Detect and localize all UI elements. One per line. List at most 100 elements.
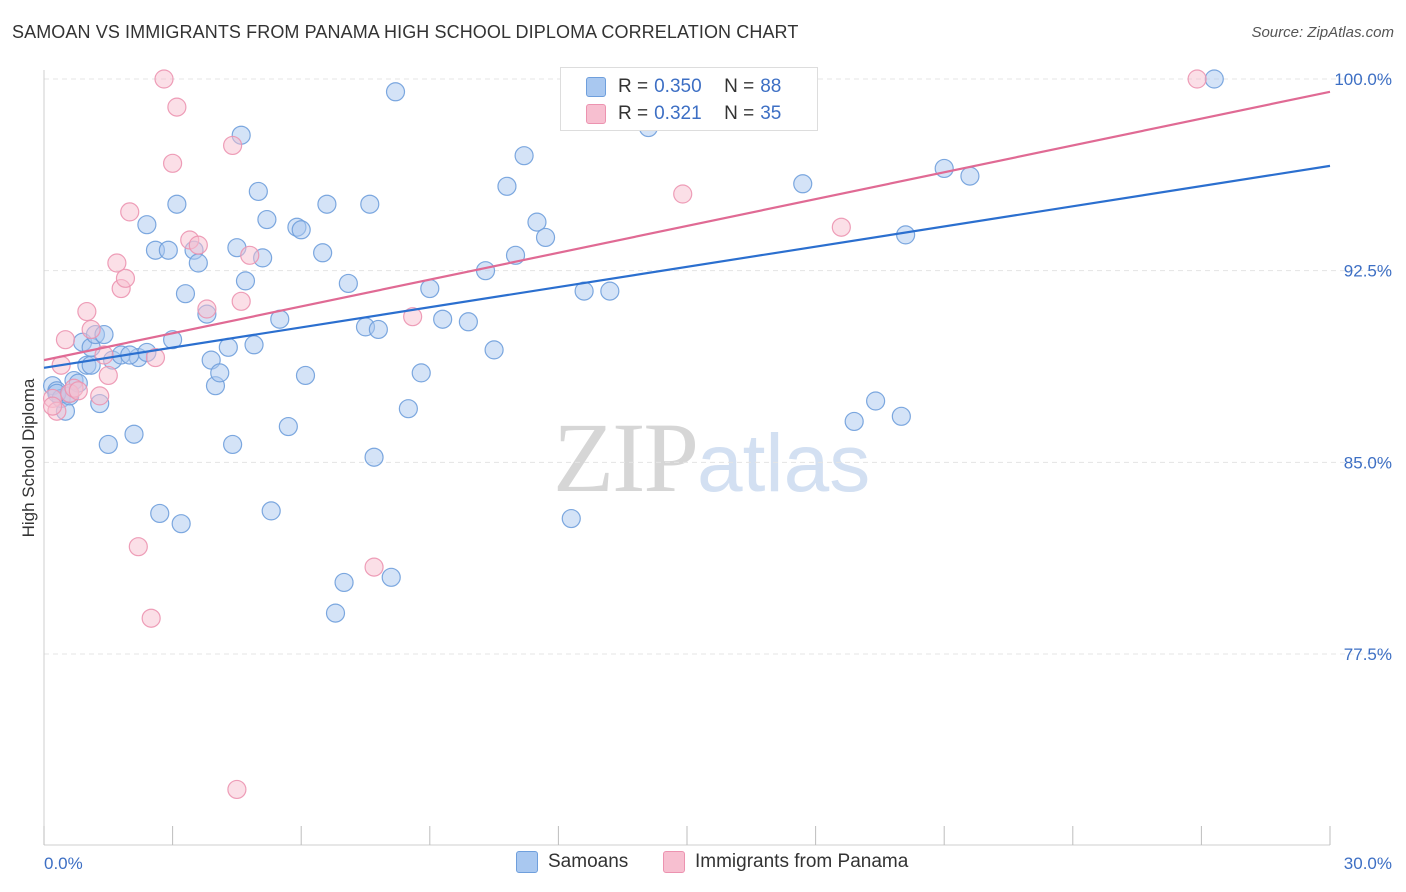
panama-point bbox=[128, 537, 148, 557]
samoans-point bbox=[398, 399, 418, 419]
panama-legend-label: Immigrants from Panama bbox=[695, 851, 909, 872]
n-value-samoans: 88 bbox=[760, 76, 782, 97]
panama-point bbox=[107, 253, 127, 273]
legend-row-panama: R = 0.321 N = 35 bbox=[586, 102, 781, 126]
samoans-point bbox=[98, 434, 118, 455]
samoans-point bbox=[158, 240, 178, 260]
x-tick-label: 30.0% bbox=[1344, 854, 1392, 873]
panama-point bbox=[188, 235, 208, 255]
samoans-point bbox=[360, 194, 380, 214]
samoans-point bbox=[317, 194, 337, 214]
correlation-legend: R = 0.350 N = 88 R = 0.321 N = 35 bbox=[560, 67, 818, 131]
grid-lines bbox=[44, 78, 1392, 655]
chart-title: SAMOAN VS IMMIGRANTS FROM PANAMA HIGH SC… bbox=[12, 22, 799, 42]
samoans-point bbox=[535, 227, 556, 248]
samoans-point bbox=[385, 82, 406, 102]
samoans-point bbox=[364, 447, 384, 467]
panama-swatch bbox=[586, 104, 606, 124]
samoans-point bbox=[150, 503, 170, 524]
samoans-point bbox=[411, 363, 431, 383]
samoans-point bbox=[188, 253, 208, 273]
n-label: N = bbox=[724, 76, 755, 97]
n-label: N = bbox=[724, 103, 755, 124]
r-value-panama: 0.321 bbox=[654, 103, 702, 124]
legend-item-panama[interactable]: Immigrants from Panama bbox=[663, 851, 908, 873]
samoans-point bbox=[261, 501, 281, 521]
samoans-point bbox=[171, 514, 191, 534]
panama-point bbox=[831, 217, 851, 237]
legend-item-samoans[interactable]: Samoans bbox=[516, 851, 628, 873]
panama-point bbox=[167, 97, 187, 117]
samoans-point bbox=[278, 416, 298, 437]
samoans-point bbox=[475, 261, 496, 281]
samoans-trend-line bbox=[43, 164, 1331, 369]
samoans-point bbox=[433, 309, 453, 329]
samoans-point bbox=[484, 340, 504, 360]
samoans-point bbox=[1204, 69, 1224, 89]
samoans-point bbox=[793, 174, 813, 194]
samoans-point bbox=[244, 335, 264, 355]
panama-point bbox=[98, 365, 118, 386]
x-ticks bbox=[43, 826, 1331, 845]
samoans-point bbox=[313, 243, 333, 263]
panama-point bbox=[55, 330, 76, 350]
panama-point bbox=[227, 779, 247, 800]
panama-point bbox=[141, 608, 161, 628]
trend-lines bbox=[43, 90, 1331, 369]
samoans-point bbox=[210, 363, 230, 383]
samoans-swatch bbox=[586, 77, 606, 97]
panama-point bbox=[115, 268, 136, 288]
samoans-point bbox=[223, 434, 243, 455]
samoans-point bbox=[514, 146, 534, 166]
samoans-point bbox=[527, 212, 547, 232]
samoans-point bbox=[381, 567, 401, 587]
samoans-point bbox=[175, 284, 196, 304]
panama-point bbox=[231, 291, 251, 311]
panama-point bbox=[81, 319, 101, 340]
samoans-legend-label: Samoans bbox=[548, 851, 629, 872]
samoans-point bbox=[934, 158, 954, 179]
panama-trend-line bbox=[43, 90, 1331, 362]
samoans-points bbox=[42, 69, 1224, 623]
samoans-point bbox=[137, 215, 157, 235]
samoans-point bbox=[338, 273, 358, 294]
r-value-samoans: 0.350 bbox=[654, 76, 702, 97]
samoans-point bbox=[334, 572, 354, 593]
panama-point bbox=[154, 69, 174, 89]
panama-point bbox=[240, 245, 260, 265]
panama-point bbox=[68, 381, 88, 401]
panama-point bbox=[42, 396, 63, 416]
samoans-point bbox=[368, 319, 388, 340]
samoans-legend-swatch bbox=[516, 851, 538, 873]
samoans-point bbox=[325, 603, 346, 623]
samoans-point bbox=[891, 406, 911, 426]
y-tick-label: 85.0% bbox=[1344, 453, 1392, 472]
panama-point bbox=[1187, 69, 1207, 89]
y-axis-label: High School Diploma bbox=[19, 378, 38, 537]
samoans-point bbox=[257, 209, 277, 230]
panama-point bbox=[90, 386, 110, 406]
panama-point bbox=[197, 299, 217, 319]
y-tick-label: 92.5% bbox=[1344, 262, 1392, 281]
series-legend: Samoans Immigrants from Panama bbox=[0, 851, 1406, 877]
x-tick-labels: 0.0% 30.0% bbox=[44, 854, 1392, 873]
samoans-point bbox=[600, 281, 620, 301]
samoans-point bbox=[124, 424, 144, 444]
panama-point bbox=[77, 301, 97, 322]
samoans-point bbox=[291, 220, 311, 240]
r-label: R = bbox=[618, 76, 649, 97]
y-tick-label: 100.0% bbox=[1334, 70, 1392, 89]
samoans-point bbox=[960, 166, 980, 186]
panama-point bbox=[145, 347, 166, 368]
samoans-point bbox=[167, 194, 187, 214]
samoans-point bbox=[458, 312, 478, 332]
panama-point bbox=[163, 153, 183, 173]
source-label: Source: ZipAtlas.com bbox=[1251, 24, 1394, 41]
samoans-point bbox=[235, 271, 256, 291]
legend-row-samoans: R = 0.350 N = 88 bbox=[586, 75, 781, 99]
samoans-point bbox=[866, 391, 886, 411]
samoans-point bbox=[248, 181, 268, 202]
panama-points bbox=[42, 69, 1207, 800]
panama-point bbox=[223, 135, 243, 156]
